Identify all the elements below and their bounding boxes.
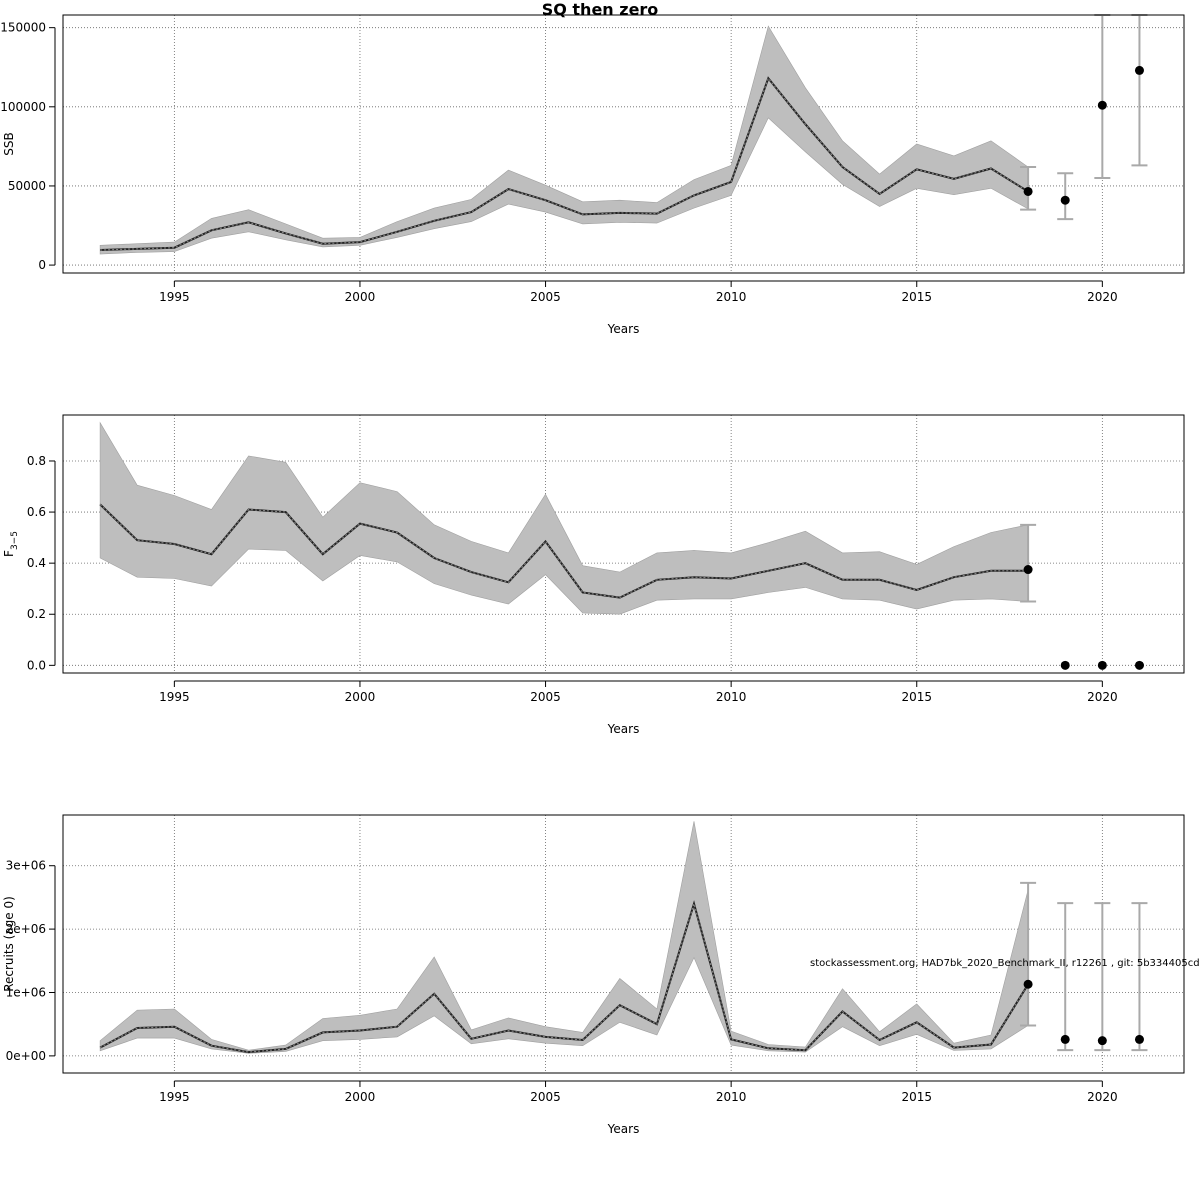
x-tick-label: 2010 (716, 1090, 747, 1104)
plot-panel-3: 1995 2000 2005 2010 2015 2020 0e+00 1e+06 2e+06 3… (2, 814, 1185, 1136)
forecast-point (1060, 660, 1070, 670)
y-tick-label: 3e+06 (6, 859, 46, 873)
y-tick-label: 100000 (0, 100, 46, 114)
y-tick-label: 0.4 (27, 556, 46, 570)
x-tick-label: 2005 (530, 690, 561, 704)
y-tick-label: 2e+06 (6, 922, 46, 936)
y-tick-label: 0.6 (27, 505, 46, 519)
forecast-point (1023, 565, 1033, 575)
x-tick-label: 2015 (901, 1090, 932, 1104)
forecast-point (1023, 186, 1033, 196)
x-tick-label: 2000 (345, 1090, 376, 1104)
x-tick-label: 2020 (1087, 1090, 1118, 1104)
plot-panel-1: 1995 2000 2005 2010 2015 2020 0 50000 100000 1500… (0, 14, 1185, 336)
forecast-point (1097, 100, 1107, 110)
x-tick-label: 2015 (901, 690, 932, 704)
x-tick-label: 1995 (159, 690, 190, 704)
x-tick-label: 2005 (530, 290, 561, 304)
plot-frame (62, 814, 1185, 1074)
y-tick-label: 0.2 (27, 607, 46, 621)
y-axis-label-subscript: 3−5 (10, 531, 20, 550)
forecast-point (1023, 979, 1033, 989)
plot-frame (62, 414, 1185, 674)
forecast-point (1134, 1034, 1144, 1044)
y-axis-label: Recruits (age 0) (2, 896, 16, 992)
estimate-line (99, 503, 1029, 599)
forecast-point (1097, 660, 1107, 670)
y-axis-label: F3−5 (2, 531, 20, 557)
x-tick-label: 1995 (159, 1090, 190, 1104)
x-tick-label: 2015 (901, 290, 932, 304)
x-tick-label: 2005 (530, 1090, 561, 1104)
confidence-band (99, 25, 1029, 255)
forecast-point (1060, 1034, 1070, 1044)
x-axis-label: Years (607, 1122, 640, 1136)
estimate-line-dashed (100, 77, 1029, 251)
forecast-point (1134, 65, 1144, 75)
plot-panel-2: 1995 2000 2005 2010 2015 2020 0.0 0.2 0.4 0.6 0.8 Y… (2, 414, 1185, 736)
x-axis-label: Years (607, 322, 640, 336)
chart-title: SQ then zero (541, 0, 659, 19)
y-tick-label: 0.8 (27, 454, 46, 468)
estimate-line-dashed (99, 901, 1029, 1053)
confidence-band (99, 421, 1029, 615)
forecast-point (1134, 660, 1144, 670)
y-tick-label: 1e+06 (6, 985, 46, 999)
y-tick-label: 0 (38, 258, 46, 272)
y-tick-label: 0.0 (27, 658, 46, 672)
x-tick-label: 2020 (1087, 690, 1118, 704)
x-tick-label: 2010 (716, 690, 747, 704)
x-axis-label: Years (607, 722, 640, 736)
y-axis-label: SSB (2, 132, 16, 155)
forecast-point (1097, 1036, 1107, 1046)
confidence-band (99, 821, 1029, 1054)
x-tick-label: 1995 (159, 290, 190, 304)
y-tick-label: 0e+00 (6, 1049, 46, 1063)
y-tick-label: 50000 (8, 179, 46, 193)
watermark-text: stockassessment.org, HAD7bk_2020_Benchma… (810, 958, 1200, 969)
estimate-line (100, 76, 1029, 251)
y-tick-label: 150000 (0, 21, 46, 35)
plot-frame (62, 14, 1185, 274)
x-tick-label: 2000 (345, 690, 376, 704)
x-tick-label: 2020 (1087, 290, 1118, 304)
x-tick-label: 2010 (716, 290, 747, 304)
x-tick-label: 2000 (345, 290, 376, 304)
forecast-point (1060, 195, 1070, 205)
